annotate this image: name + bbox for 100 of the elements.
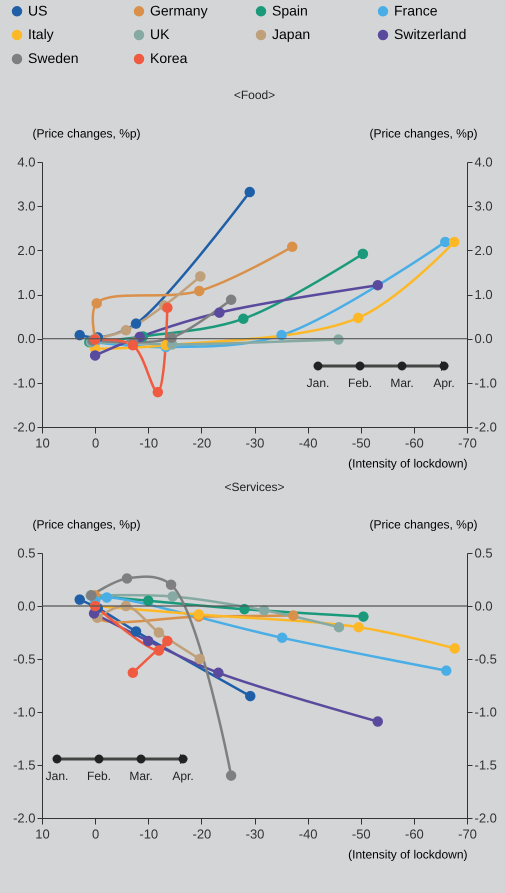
- y2-tick-label: -2.0: [474, 810, 497, 826]
- x-tick-label: 10: [35, 436, 50, 450]
- point: [245, 690, 256, 702]
- annotation: Feb.: [86, 769, 112, 783]
- legend-label: US: [28, 2, 48, 18]
- point: [440, 236, 450, 248]
- point: [91, 298, 102, 309]
- y2-tick-label: 0.0: [474, 331, 493, 346]
- y-axis-title: (Price changes, %p): [32, 518, 141, 532]
- y-tick-label: 0.0: [17, 598, 36, 614]
- x-tick-label: -70: [458, 826, 477, 842]
- x-tick-label: -30: [246, 826, 264, 842]
- x-tick-label: -50: [352, 436, 371, 450]
- x-axis-title: (Intensity of lockdown): [348, 456, 468, 470]
- y-tick-label: -2.0: [13, 810, 36, 826]
- point: [244, 186, 255, 198]
- point: [154, 645, 164, 656]
- legend-label: Italy: [28, 26, 54, 42]
- point: [143, 595, 154, 606]
- point: [130, 626, 142, 637]
- y2-tick-label: 0.5: [474, 546, 493, 560]
- y2-tick-label: 2.0: [474, 242, 493, 258]
- point: [358, 611, 369, 622]
- y2-tick-label: -0.5: [474, 652, 497, 666]
- y-tick-label: -1.5: [13, 758, 36, 772]
- x-tick-label: 0: [92, 826, 100, 842]
- point: [238, 314, 249, 324]
- point: [122, 573, 132, 584]
- point: [162, 302, 173, 313]
- annotation: Apr.: [433, 376, 455, 390]
- y-tick-label: 3.0: [17, 198, 36, 214]
- y2-axis-title: (Price changes, %p): [369, 518, 478, 532]
- point: [358, 248, 368, 260]
- legend-label: Korea: [150, 50, 188, 66]
- x-tick-label: -60: [404, 826, 424, 842]
- point: [194, 286, 204, 296]
- point: [450, 643, 460, 654]
- x-tick-label: -50: [352, 826, 371, 842]
- x-tick-label: -60: [404, 436, 424, 450]
- x-tick-label: -40: [298, 826, 318, 842]
- y2-tick-label: 4.0: [474, 154, 493, 170]
- legend-label: Spain: [272, 2, 308, 18]
- point: [353, 622, 364, 632]
- y-tick-label: 2.0: [17, 242, 36, 258]
- x-tick-label: 0: [92, 436, 100, 450]
- legend-label: Germany: [150, 2, 208, 18]
- y2-tick-label: -1.0: [474, 375, 497, 390]
- y-tick-label: -1.0: [13, 375, 36, 390]
- y-tick-label: 4.0: [17, 154, 36, 170]
- legend-label: Japan: [272, 26, 310, 42]
- x-tick-label: 10: [35, 826, 50, 842]
- point: [286, 242, 298, 252]
- y-tick-label: 0.5: [17, 546, 36, 560]
- y-tick-label: -1.0: [13, 704, 36, 720]
- point: [258, 605, 270, 616]
- point: [128, 668, 138, 678]
- point: [143, 636, 154, 646]
- x-tick-label: -30: [246, 436, 264, 450]
- point: [288, 610, 299, 621]
- legend-label: Sweden: [28, 50, 79, 66]
- x-tick-label: -20: [192, 826, 212, 842]
- x-axis-title: (Intensity of lockdown): [348, 848, 468, 862]
- point: [167, 591, 178, 602]
- point: [226, 770, 236, 781]
- point: [102, 592, 112, 603]
- x-tick-label: -10: [139, 436, 158, 450]
- annotation: Jan.: [306, 376, 330, 390]
- point: [239, 604, 250, 614]
- point: [372, 716, 383, 727]
- y2-tick-label: 1.0: [474, 287, 493, 302]
- x-tick-label: -70: [458, 436, 477, 450]
- legend-label: Switzerland: [394, 26, 466, 42]
- y2-tick-label: 3.0: [474, 198, 493, 214]
- y-tick-label: 0.0: [17, 331, 36, 346]
- annotation: Mar.: [129, 769, 153, 783]
- annotation: Mar.: [390, 376, 414, 390]
- point: [213, 668, 224, 678]
- point: [276, 632, 288, 644]
- legend-label: France: [394, 2, 438, 18]
- x-tick-label: -20: [192, 436, 212, 450]
- point: [214, 307, 225, 318]
- y2-tick-label: 0.0: [474, 598, 493, 614]
- annotation: Apr.: [172, 769, 194, 783]
- point: [226, 294, 236, 306]
- annotation: Feb.: [348, 376, 372, 390]
- legend-label: UK: [150, 26, 170, 42]
- point: [154, 627, 164, 638]
- point: [334, 622, 344, 632]
- point: [352, 312, 364, 324]
- y2-tick-label: -1.5: [474, 758, 497, 772]
- chart-title: <Food>: [234, 88, 276, 102]
- y-axis-title: (Price changes, %p): [32, 126, 141, 140]
- y2-tick-label: -2.0: [474, 420, 497, 434]
- point: [195, 271, 206, 282]
- point: [130, 318, 142, 329]
- y-tick-label: 1.0: [17, 287, 36, 302]
- point: [372, 280, 383, 290]
- point: [162, 636, 173, 646]
- annotation: Jan.: [46, 769, 68, 783]
- point: [90, 350, 100, 361]
